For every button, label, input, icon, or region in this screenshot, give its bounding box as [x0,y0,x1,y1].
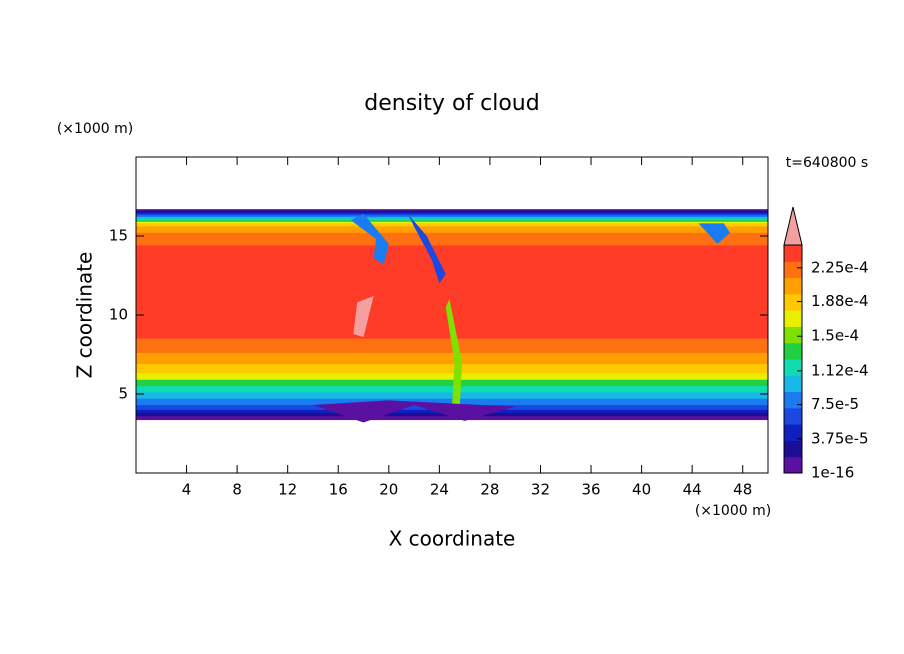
y-unit: (×1000 m) [57,121,133,137]
field-feature [445,299,463,410]
x-tick-label: 16 [329,481,348,499]
chart-title: density of cloud [364,91,539,116]
colorbar-label: 1.88e-4 [811,292,869,310]
field-feature [350,213,389,265]
colorbar-band [784,407,802,425]
x-tick-label: 12 [278,481,297,499]
colorbar-label: 2.25e-4 [811,258,869,276]
colorbar-band [784,375,802,393]
x-axis-title: X coordinate [389,527,516,551]
x-tick-label: 4 [182,481,192,499]
x-tick-label: 20 [379,481,398,499]
x-tick-label: 28 [480,481,499,499]
colorbar-label: 1.12e-4 [811,361,869,379]
x-tick-label: 36 [581,481,600,499]
y-tick-label: 15 [109,227,128,245]
colorbar-band [784,359,802,376]
colorbar-band [784,293,802,311]
annotation: t=640800 s [786,155,868,171]
field-feature [353,296,374,338]
colorbar-band [784,245,802,262]
x-tick-label: 24 [430,481,449,499]
colorbar-label: 7.5e-5 [811,395,859,413]
field-feature [312,400,516,423]
colorbar-frame [783,244,803,474]
colorbar-band [784,391,802,409]
colorbar-band [784,326,802,344]
x-tick-label: 44 [683,481,702,499]
x-tick-label: 40 [632,481,651,499]
field-feature [698,223,731,244]
y-tick-label: 5 [118,385,128,403]
colorbar-band [784,440,802,458]
x-tick-label: 48 [733,481,752,499]
colorbar-extension [783,206,803,246]
y-axis-title: Z coordinate [73,252,97,379]
field-feature [407,213,446,284]
x-unit: (×1000 m) [695,503,771,519]
colorbar-label: 1.5e-4 [811,327,859,345]
colorbar-band [784,342,802,360]
colorbar-label: 1e-16 [811,464,854,482]
x-tick-label: 32 [531,481,550,499]
colorbar-band [784,310,802,327]
x-tick-label: 8 [232,481,242,499]
y-tick-label: 10 [109,306,128,324]
colorbar-band [784,261,802,279]
colorbar-band [784,456,802,474]
colorbar-label: 3.75e-5 [811,429,869,447]
contour-field [136,209,768,423]
colorbar-band [784,424,802,441]
colorbar-band [784,277,802,295]
